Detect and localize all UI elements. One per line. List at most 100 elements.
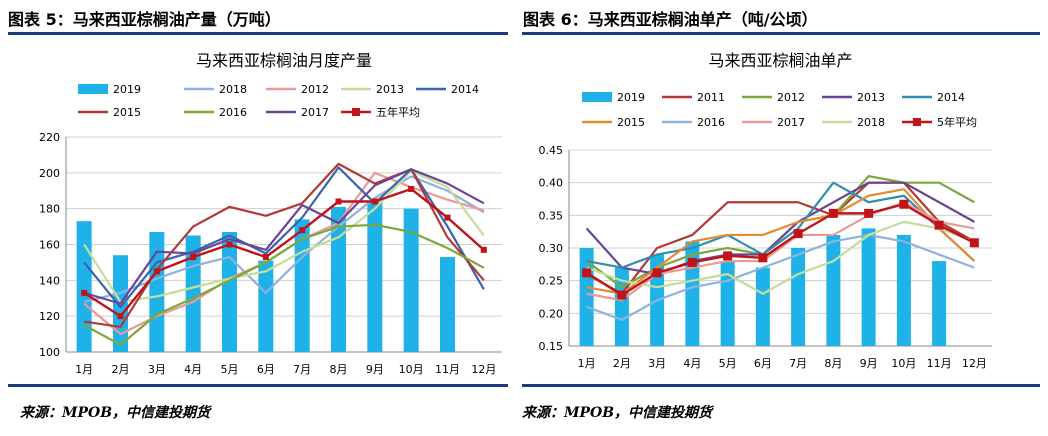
x-tick-label: 10月 [891, 357, 916, 370]
legend-item: 2017 [742, 116, 805, 129]
point-五年平均 [81, 289, 88, 296]
x-tick-label: 12月 [962, 357, 987, 370]
chart-title: 马来西亚棕榈油单产 [708, 51, 852, 70]
point-五年平均 [299, 227, 306, 234]
y-tick-label: 0.35 [539, 209, 564, 222]
top-rule-left [8, 32, 508, 35]
legend-label: 2018 [857, 116, 885, 129]
x-tick-label: 9月 [860, 357, 878, 370]
x-tick-label: 7月 [789, 357, 807, 370]
bar-2019 [791, 248, 806, 346]
legend-label: 2012 [777, 91, 805, 104]
y-tick-label: 160 [39, 239, 60, 252]
legend-label: 2019 [617, 91, 645, 104]
series-line-2015 [586, 188, 976, 295]
x-tick-label: 9月 [366, 363, 384, 376]
yield-chart: 马来西亚棕榈油单产 0.15 0.20 0.25 0.30 0.35 0.40 0.45 1月 2… [539, 51, 992, 370]
point-5年平均 [828, 208, 838, 218]
chart-heading-yield: 图表 6：马来西亚棕榈油单产（吨/公顷） [523, 10, 818, 29]
legend-marker [913, 118, 921, 126]
legend-label: 2015 [113, 106, 141, 119]
x-tick-label: 2月 [613, 357, 631, 370]
legend-item: 2012 [742, 91, 805, 104]
y-tick-label: 180 [39, 203, 60, 216]
legend-label: 五年平均 [376, 105, 420, 119]
legend-label: 2011 [697, 91, 725, 104]
legend-label: 2013 [376, 83, 404, 96]
point-五年平均 [408, 185, 415, 192]
point-5年平均 [652, 268, 662, 278]
series-line-五年平均 [83, 187, 485, 318]
y-tick-label: 200 [39, 167, 60, 180]
bar-2019 [896, 234, 911, 346]
point-五年平均 [371, 198, 378, 205]
x-tick-label: 6月 [754, 357, 772, 370]
legend-label: 2013 [857, 91, 885, 104]
point-5年平均 [969, 238, 979, 248]
x-tick-label: 11月 [435, 363, 460, 376]
legend-item: 2016 [184, 106, 247, 119]
legend-item: 五年平均 [341, 105, 420, 119]
point-五年平均 [262, 254, 269, 261]
legend-item: 2013 [341, 83, 404, 96]
legend-item: 2019 [78, 83, 141, 96]
legend-swatch [78, 84, 108, 94]
x-tick-label: 3月 [148, 363, 166, 376]
x-tick-label: 1月 [578, 357, 596, 370]
y-tick-label: 0.40 [539, 177, 564, 190]
legend-item: 2012 [266, 83, 329, 96]
bar-2019 [755, 267, 770, 346]
legend-item: 2018 [822, 116, 885, 129]
series-line-2017 [586, 201, 975, 302]
source-note-right: 来源：MPOB，中信建投期货 [522, 405, 713, 421]
legend-item: 2018 [184, 83, 247, 96]
legend-label: 2018 [219, 83, 247, 96]
legend-label: 2012 [301, 83, 329, 96]
y-tick-label: 0.15 [539, 340, 564, 353]
legend-marker [352, 108, 360, 116]
point-五年平均 [190, 254, 197, 261]
source-note-left: 来源：MPOB，中信建投期货 [20, 405, 211, 421]
point-5年平均 [617, 290, 627, 300]
series-line-2016 [586, 233, 975, 321]
bar-2019 [440, 257, 455, 352]
point-5年平均 [899, 199, 909, 209]
bottom-rule-left [8, 384, 508, 387]
chart-heading-production: 图表 5：马来西亚棕榈油产量（万吨） [8, 10, 281, 29]
y-tick-label: 100 [39, 346, 60, 359]
x-tick-label: 10月 [399, 363, 424, 376]
x-tick-label: 6月 [257, 363, 275, 376]
series-line-2012 [585, 175, 975, 289]
legend-item: 5年平均 [902, 115, 977, 129]
production-chart: 马来西亚棕榈油月度产量 100 120 140 160 180 200 220 1月 2月 3月 4月… [39, 51, 502, 376]
legend-item: 2016 [662, 116, 725, 129]
point-5年平均 [934, 220, 944, 230]
bar-2019 [222, 231, 237, 352]
point-5年平均 [723, 251, 733, 261]
x-tick-label: 11月 [927, 357, 952, 370]
y-tick-label: 0.30 [539, 242, 564, 255]
point-5年平均 [793, 229, 803, 239]
legend-item: 2017 [266, 106, 329, 119]
bar-2019 [76, 221, 92, 352]
bar-2019 [258, 260, 274, 352]
legend-label: 2017 [777, 116, 805, 129]
point-五年平均 [444, 214, 451, 221]
y-tick-label: 0.45 [539, 144, 564, 157]
legend-label: 2016 [697, 116, 725, 129]
bar-2019 [367, 201, 383, 352]
x-tick-label: 12月 [471, 363, 496, 376]
bar-2019 [861, 228, 876, 346]
x-tick-label: 1月 [75, 363, 93, 376]
legend-label: 2014 [451, 83, 479, 96]
point-五年平均 [153, 268, 160, 275]
x-tick-label: 2月 [112, 363, 130, 376]
chart-title: 马来西亚棕榈油月度产量 [196, 51, 372, 70]
series-line-2013 [83, 169, 485, 303]
legend-label: 2014 [937, 91, 965, 104]
legend-label: 5年平均 [937, 115, 977, 129]
legend-item: 2014 [416, 83, 479, 96]
legend-item: 2013 [822, 91, 885, 104]
point-5年平均 [687, 257, 697, 267]
legend-swatch [582, 92, 612, 102]
